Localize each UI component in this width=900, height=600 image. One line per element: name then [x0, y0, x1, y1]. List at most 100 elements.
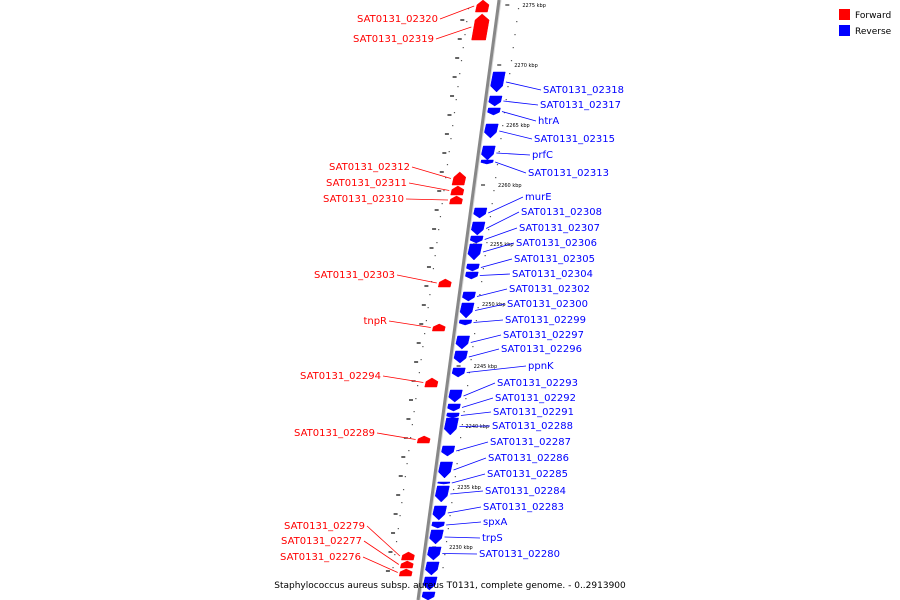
leader-line-sat0131-02312 — [411, 166, 452, 179]
guide-dot — [432, 268, 435, 270]
gene-label-sat0131-02286: SAT0131_02286 — [488, 453, 569, 464]
tick-label-2250-kbp: 2250 kbp — [482, 302, 506, 308]
gene-feature-sat0131-02297 — [455, 335, 470, 350]
gene-label-sat0131-02317: SAT0131_02317 — [540, 100, 621, 111]
gene-feature-ppnk — [451, 367, 466, 378]
guide-dot — [477, 307, 479, 309]
gene-feature-sat0131-02305 — [466, 263, 480, 272]
gene-feature-sat0131-02300 — [459, 302, 475, 319]
guide-dot — [489, 216, 492, 218]
guide-dot — [397, 528, 399, 530]
guide-dot — [460, 60, 463, 62]
gene-feature-tnpr — [432, 323, 446, 332]
gene-label-sat0131-02319: SAT0131_02319 — [353, 34, 434, 45]
gene-feature-htra — [487, 107, 501, 116]
leader-line-sat0131-02285 — [451, 473, 486, 484]
legend: Forward Reverse — [839, 9, 892, 37]
leader-line-sat0131-02293 — [463, 382, 496, 397]
guide-dot — [438, 229, 440, 231]
guide-dot — [436, 242, 438, 244]
guide-dot — [404, 476, 406, 478]
guide-dot — [439, 216, 442, 218]
gene-feature-sat0131-02291 — [446, 412, 460, 419]
leader-line-sat0131-02296 — [468, 348, 500, 358]
gene-feature-sat0131-02312 — [451, 171, 467, 186]
leader-line-sat0131-02276 — [362, 556, 398, 573]
guide-dot — [466, 21, 468, 23]
guide-dot — [424, 333, 426, 335]
guide-dot — [496, 164, 499, 166]
backbone-line — [416, 0, 501, 600]
guide-dot — [502, 125, 504, 127]
leader-line-spxa — [446, 521, 482, 526]
guide-dot — [493, 190, 495, 192]
gene-feature-sat0131-02319 — [471, 13, 490, 41]
guide-dot — [394, 554, 396, 556]
leader-line-sat0131-02306 — [482, 242, 515, 253]
leader-line-sat0131-02318 — [505, 81, 542, 91]
gene-label-sat0131-02292: SAT0131_02292 — [495, 393, 576, 404]
gene-label-sat0131-02277: SAT0131_02277 — [281, 536, 362, 547]
guide-dot — [472, 346, 474, 348]
guide-dot — [512, 47, 514, 49]
gene-feature-sat0131-02286 — [438, 461, 453, 479]
gene-label-sat0131-02305: SAT0131_02305 — [514, 254, 595, 265]
gene-label-sat0131-02311: SAT0131_02311 — [326, 178, 407, 189]
tick-label-2260-kbp: 2260 kbp — [498, 183, 522, 189]
guide-dot — [464, 34, 466, 36]
guide-dot — [470, 359, 472, 361]
gene-label-sat0131-02291: SAT0131_02291 — [493, 407, 574, 418]
gene-label-ppnk: ppnK — [528, 361, 554, 372]
guide-dot — [467, 385, 469, 387]
guide-dot — [408, 450, 410, 452]
guide-dot — [463, 411, 465, 413]
kbp-scale: 2275 kbp 2270 kbp 2265 kbp 2260 kbp 2255 kbp… — [432, 3, 546, 551]
guide-dot — [415, 398, 417, 400]
gene-feature-sat0131-02289 — [416, 435, 431, 444]
leader-line-sat0131-02280 — [442, 553, 478, 555]
gene-feature-spxa — [431, 521, 445, 529]
legend-forward-label: Forward — [855, 11, 891, 21]
leader-line-sat0131-02317 — [503, 100, 539, 106]
leader-line-sat0131-02319 — [435, 26, 472, 40]
guide-dot — [467, 8, 470, 10]
gene-feature-sat0131-02280 — [427, 546, 442, 561]
gene-label-htra: htrA — [538, 116, 559, 127]
gene-feature-sat0131-02294 — [424, 377, 439, 388]
guide-dot — [425, 320, 427, 322]
leader-line-sat0131-02308 — [485, 211, 520, 229]
gene-label-sat0131-02299: SAT0131_02299 — [505, 315, 586, 326]
gene-label-sat0131-02289: SAT0131_02289 — [294, 428, 375, 439]
guide-dot — [411, 424, 413, 426]
leader-line-sat0131-02304 — [479, 273, 511, 276]
gene-label-sat0131-02280: SAT0131_02280 — [479, 549, 560, 560]
tick-label-2235-kbp: 2235 kbp — [457, 485, 481, 491]
gene-label-sat0131-02318: SAT0131_02318 — [543, 85, 624, 96]
guide-dot — [517, 8, 520, 10]
gene-feature-sat0131-02293 — [448, 389, 463, 403]
gene-label-sat0131-02310: SAT0131_02310 — [323, 194, 404, 205]
leader-line-sat0131-02313 — [494, 161, 527, 174]
gene-feature-sat0131-02317 — [488, 95, 503, 107]
gene-label-sat0131-02276: SAT0131_02276 — [280, 552, 361, 563]
gene-label-prfc: prfC — [532, 150, 553, 161]
gene-label-sat0131-02307: SAT0131_02307 — [519, 223, 600, 234]
guide-dot — [399, 515, 401, 517]
gene-label-sat0131-02302: SAT0131_02302 — [509, 284, 590, 295]
tick-label-2270-kbp: 2270 kbp — [514, 63, 538, 69]
tick-label-2275-kbp: 2275 kbp — [522, 3, 546, 9]
gene-label-sat0131-02313: SAT0131_02313 — [528, 168, 609, 179]
dotted-guide-lines — [385, 8, 520, 572]
leader-line-sat0131-02310 — [405, 198, 449, 201]
guide-dot — [406, 463, 408, 465]
gene-features — [398, 0, 506, 600]
guide-dot — [462, 47, 464, 49]
guide-dot — [500, 138, 502, 140]
gene-feature-sat0131-02308 — [470, 221, 486, 236]
gene-label-sat0131-02304: SAT0131_02304 — [512, 269, 593, 280]
leader-line-sat0131-02300 — [474, 303, 506, 311]
guide-dot — [448, 151, 450, 153]
tick-label-2255-kbp: 2255 kbp — [490, 242, 514, 248]
gene-label-sat0131-02296: SAT0131_02296 — [501, 344, 582, 355]
